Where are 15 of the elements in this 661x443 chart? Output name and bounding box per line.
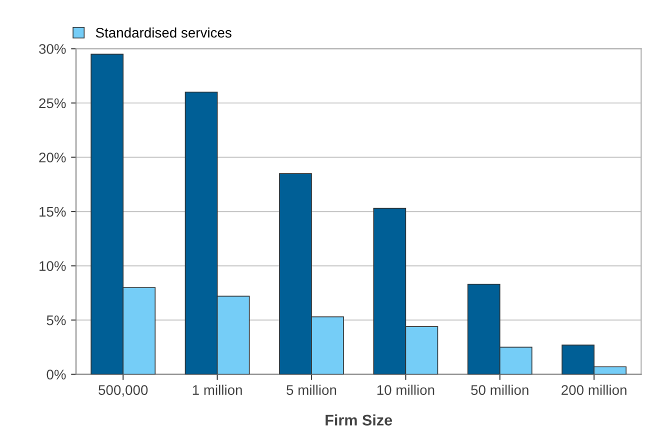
y-tick-label: 0% <box>46 370 66 380</box>
x-tick-label: 200 million <box>562 384 626 395</box>
y-tick-label: 25% <box>39 98 66 108</box>
x-tick-label: 5 million <box>286 384 336 395</box>
x-tick-label: 10 million <box>377 384 434 395</box>
y-tick-label: 30% <box>39 44 66 54</box>
x-tick-label: 1 million <box>192 384 242 395</box>
y-tick-label: 10% <box>40 261 66 271</box>
x-axis-title: Firm Size <box>326 414 392 426</box>
y-tick-label: 20% <box>39 152 66 162</box>
legend-label: Standardised services <box>96 27 232 38</box>
y-tick-label: 15% <box>40 206 66 217</box>
x-tick-label: 50 million <box>471 384 528 395</box>
x-tick-label: 500,000 <box>98 385 148 397</box>
y-tick-label: 5% <box>46 315 66 326</box>
